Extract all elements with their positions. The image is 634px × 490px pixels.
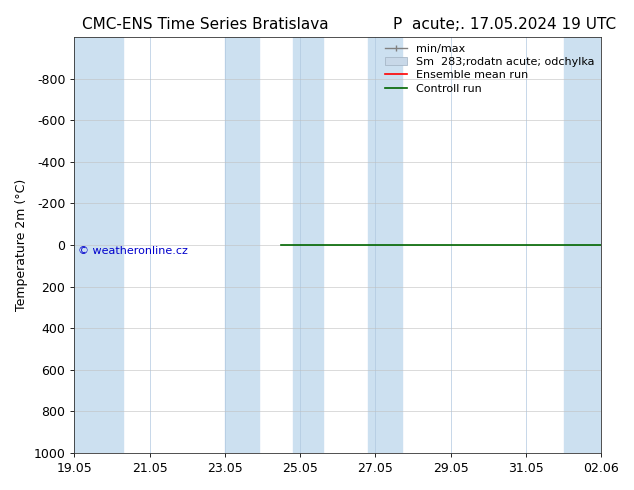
Bar (368, 37, 402, 453)
Bar (74, 37, 124, 453)
Bar (293, 37, 323, 453)
Text: P  acute;. 17.05.2024 19 UTC: P acute;. 17.05.2024 19 UTC (393, 17, 616, 32)
Bar (564, 37, 601, 453)
Legend: min/max, Sm  283;rodatn acute; odchylka, Ensemble mean run, Controll run: min/max, Sm 283;rodatn acute; odchylka, … (380, 39, 599, 98)
Bar (225, 37, 259, 453)
Y-axis label: Temperature 2m (°C): Temperature 2m (°C) (15, 179, 28, 311)
Text: © weatheronline.cz: © weatheronline.cz (78, 246, 188, 256)
Text: CMC-ENS Time Series Bratislava: CMC-ENS Time Series Bratislava (82, 17, 329, 32)
